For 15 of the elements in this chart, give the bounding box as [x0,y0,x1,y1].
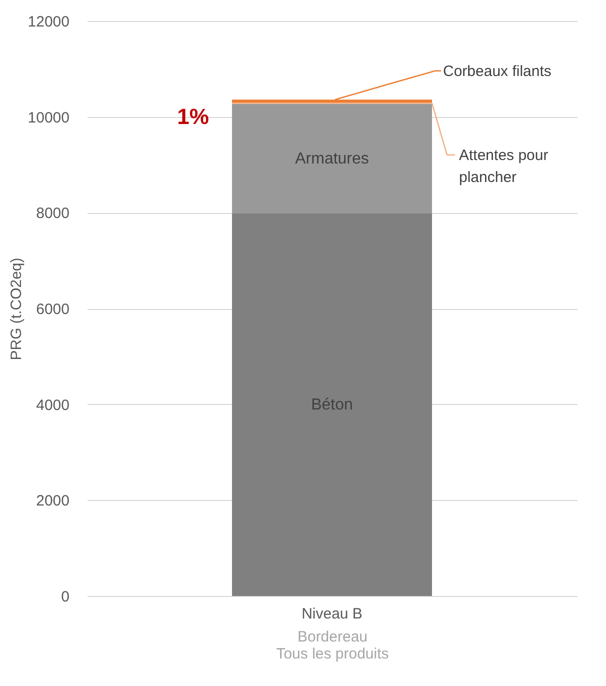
x-tick-label: Niveau B [302,606,362,622]
y-axis-title: PRG (t.CO2eq) [8,258,25,360]
y-tick-label: 8000 [36,205,70,222]
y-tick-label: 4000 [36,396,70,414]
y-tick-label: 10000 [28,109,70,126]
y-tick-label: 2000 [36,492,70,510]
x-axis-title: Bordereau Tous les produits [276,628,389,662]
series-label: Armatures [295,150,369,168]
legend-label: Attentes pour plancher [459,146,548,186]
series-label: Béton [311,396,353,414]
y-tick-label: 12000 [28,14,70,30]
annotation: 1% [177,104,209,129]
y-tick-label: 0 [61,588,70,606]
legend-label: Corbeaux filants [443,62,552,80]
y-tick-label: 6000 [36,301,70,318]
